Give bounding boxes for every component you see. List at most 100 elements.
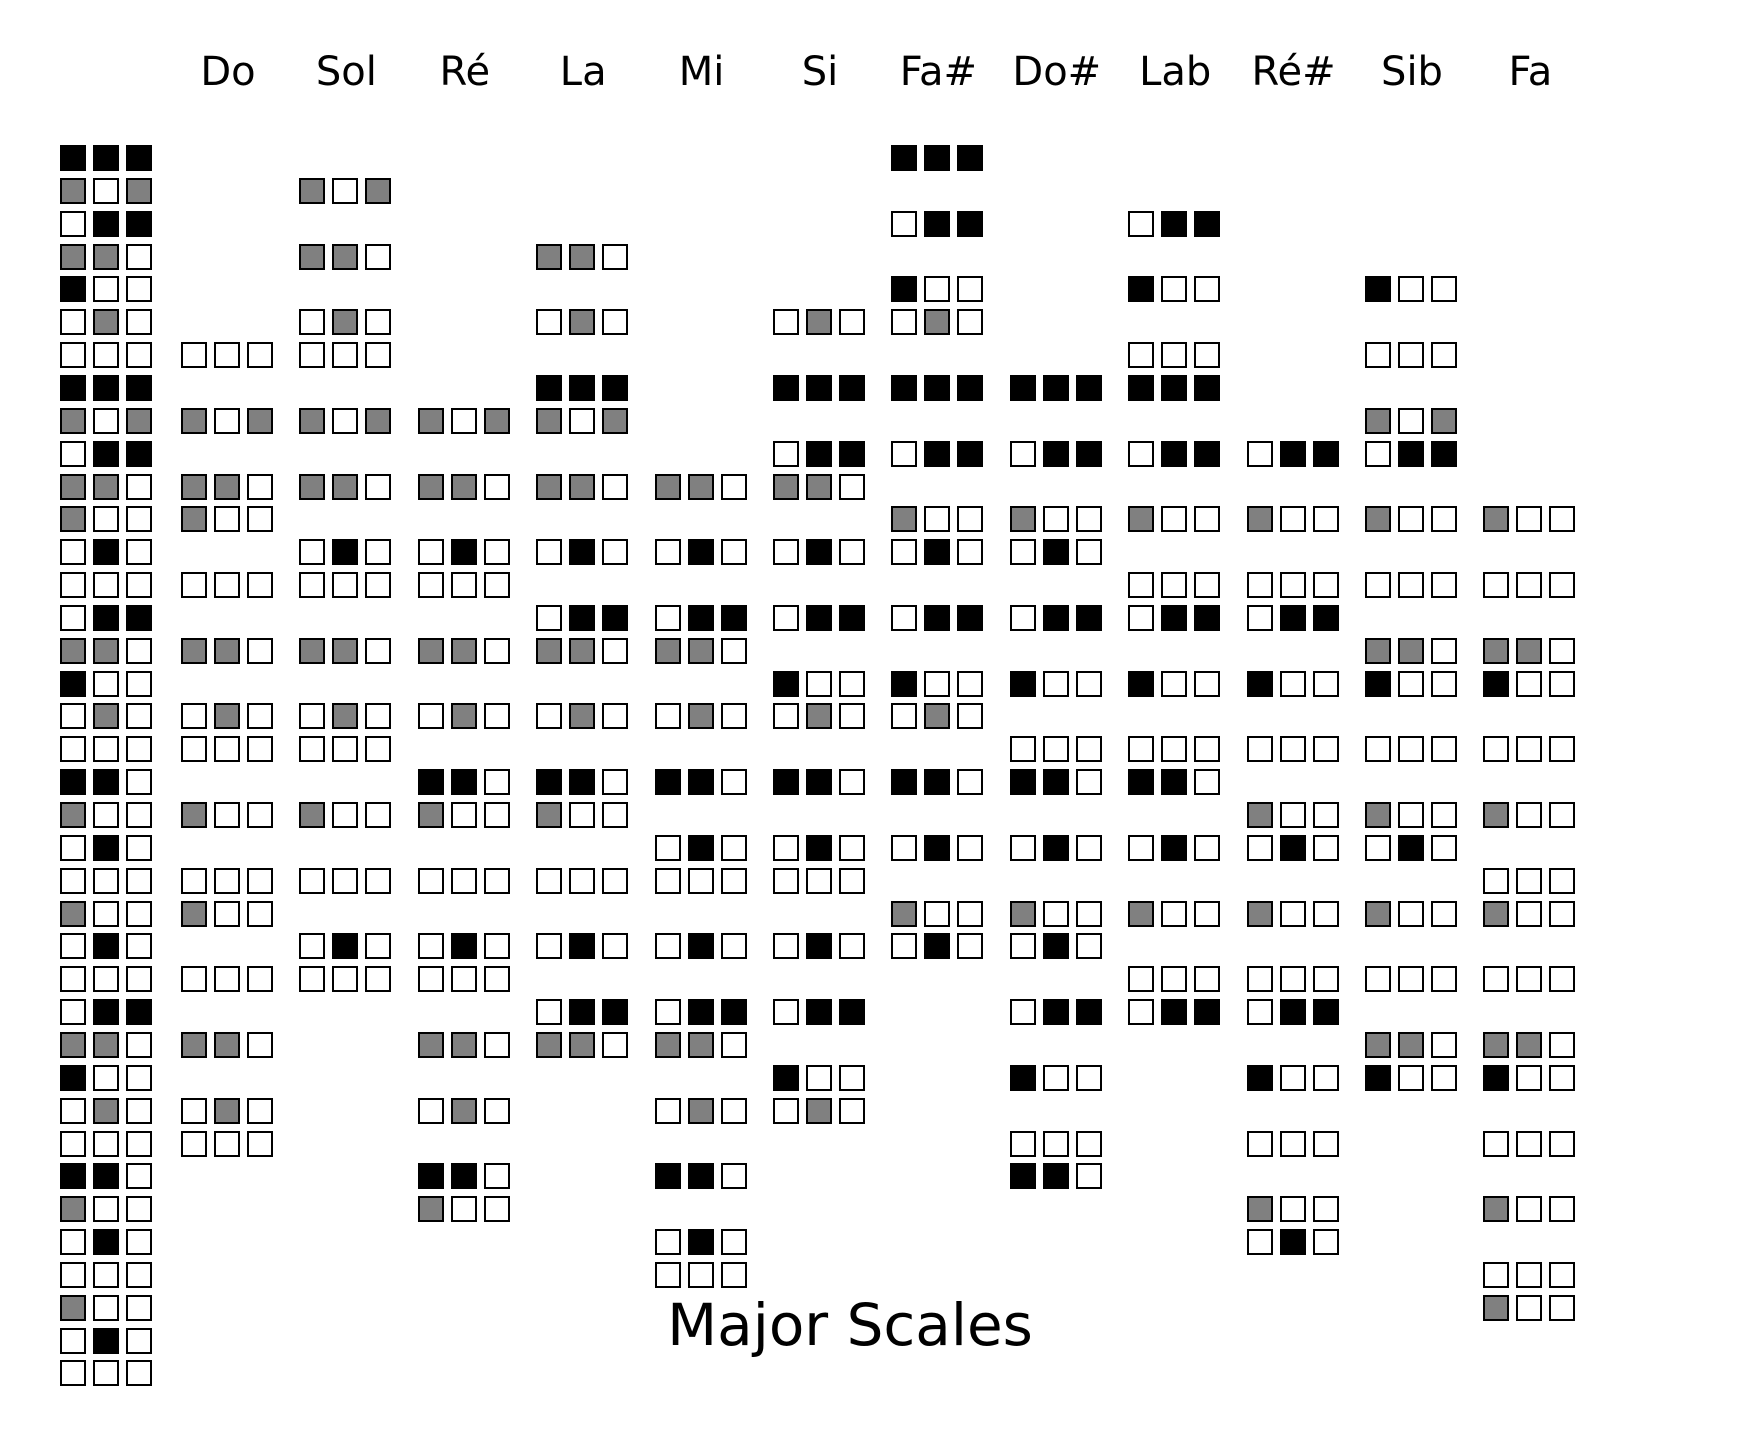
scale-6-row-17-square bbox=[924, 703, 951, 729]
scale-0-row-29-square bbox=[214, 1098, 240, 1124]
scale-9-row-32-square bbox=[1279, 1196, 1306, 1222]
scale-0-row-13-square bbox=[181, 572, 207, 598]
scale-3-row-7-square bbox=[569, 375, 596, 401]
scale-2-row-24-square bbox=[417, 933, 444, 959]
scale-6-row-19-square bbox=[957, 769, 984, 795]
scale-1-row-8-square bbox=[332, 408, 359, 434]
scale-5-row-12-square bbox=[806, 539, 832, 565]
scale-3-row-3-square bbox=[569, 244, 596, 270]
scale-8-row-19-square bbox=[1194, 769, 1221, 795]
scale-11-row-11-square bbox=[1516, 506, 1543, 532]
scale-6-row-19-square bbox=[924, 769, 951, 795]
legend-row-12-square bbox=[93, 539, 119, 565]
legend-row-35-square bbox=[93, 1295, 119, 1321]
scale-11-row-27-square bbox=[1549, 1032, 1576, 1058]
scale-11-row-34-square bbox=[1516, 1262, 1543, 1288]
scale-11-row-32-square bbox=[1516, 1196, 1543, 1222]
scale-6-row-12-square bbox=[891, 539, 918, 565]
scale-2-row-32-square bbox=[450, 1196, 477, 1222]
scale-7-row-21-square bbox=[1075, 835, 1102, 861]
scale-3-row-14-square bbox=[536, 605, 563, 631]
scale-4-row-31-square bbox=[720, 1163, 747, 1189]
scale-11-row-18-square bbox=[1483, 736, 1510, 762]
legend-row-9-square bbox=[93, 441, 119, 467]
legend-row-37-square bbox=[126, 1360, 152, 1386]
scale-header: Si bbox=[801, 49, 839, 95]
scale-5-row-5-square bbox=[806, 309, 832, 335]
scale-2-row-25-square bbox=[417, 966, 444, 992]
scale-5-row-9-square bbox=[773, 441, 799, 467]
scale-4-row-27-square bbox=[687, 1032, 714, 1058]
legend-row-2-square bbox=[60, 211, 86, 237]
scale-4-row-21-square bbox=[720, 835, 747, 861]
scale-0-row-20-square bbox=[181, 802, 207, 828]
scale-11-row-28-square bbox=[1483, 1065, 1510, 1091]
scale-3-row-3-square bbox=[602, 244, 629, 270]
scale-8-row-19-square bbox=[1161, 769, 1188, 795]
scale-3-row-3-square bbox=[536, 244, 563, 270]
scale-0-row-6-square bbox=[214, 342, 240, 368]
scale-3-row-24-square bbox=[602, 933, 629, 959]
scale-2-row-17-square bbox=[417, 703, 444, 729]
scale-5-row-14-square bbox=[806, 605, 832, 631]
scale-0-row-20-square bbox=[214, 802, 240, 828]
scale-3-row-8-square bbox=[602, 408, 629, 434]
legend-row-11-square bbox=[126, 506, 152, 532]
scale-9-row-21-square bbox=[1312, 835, 1339, 861]
scale-4-row-12-square bbox=[687, 539, 714, 565]
scale-8-row-2-square bbox=[1128, 211, 1155, 237]
scale-10-row-15-square bbox=[1398, 638, 1424, 664]
scale-1-row-3-square bbox=[365, 244, 392, 270]
scale-6-row-16-square bbox=[957, 671, 984, 697]
scale-8-row-7-square bbox=[1194, 375, 1221, 401]
scale-6-row-2-square bbox=[957, 211, 984, 237]
legend-row-0-square bbox=[126, 145, 152, 171]
scale-10-row-27-square bbox=[1365, 1032, 1391, 1058]
legend-row-7-square bbox=[60, 375, 86, 401]
scale-10-row-11-square bbox=[1365, 506, 1391, 532]
scale-6-row-0-square bbox=[924, 145, 951, 171]
scale-0-row-22-square bbox=[214, 868, 240, 894]
scale-6-row-12-square bbox=[957, 539, 984, 565]
scale-10-row-21-square bbox=[1365, 835, 1391, 861]
scale-5-row-19-square bbox=[839, 769, 865, 795]
scale-9-row-28-square bbox=[1279, 1065, 1306, 1091]
scale-7-row-21-square bbox=[1042, 835, 1069, 861]
scale-10-row-25-square bbox=[1431, 966, 1457, 992]
scale-0-row-15-square bbox=[214, 638, 240, 664]
scale-0-row-6-square bbox=[247, 342, 273, 368]
legend-row-14-square bbox=[126, 605, 152, 631]
scale-5-row-16-square bbox=[839, 671, 865, 697]
legend-row-17-square bbox=[60, 703, 86, 729]
scale-1-row-12-square bbox=[332, 539, 359, 565]
scale-1-row-20-square bbox=[299, 802, 326, 828]
legend-row-16-square bbox=[126, 671, 152, 697]
legend-row-12-square bbox=[60, 539, 86, 565]
scale-0-row-10-square bbox=[214, 474, 240, 500]
scale-4-row-14-square bbox=[687, 605, 714, 631]
scale-2-row-19-square bbox=[417, 769, 444, 795]
scale-10-row-28-square bbox=[1431, 1065, 1457, 1091]
scale-6-row-7-square bbox=[891, 375, 918, 401]
scale-7-row-19-square bbox=[1009, 769, 1036, 795]
scale-7-row-9-square bbox=[1009, 441, 1036, 467]
scale-6-row-9-square bbox=[957, 441, 984, 467]
scale-10-row-25-square bbox=[1365, 966, 1391, 992]
legend-row-0-square bbox=[60, 145, 86, 171]
scale-2-row-12-square bbox=[417, 539, 444, 565]
scale-1-row-5-square bbox=[299, 309, 326, 335]
scale-4-row-21-square bbox=[687, 835, 714, 861]
scale-8-row-25-square bbox=[1161, 966, 1188, 992]
scale-11-row-25-square bbox=[1549, 966, 1576, 992]
scale-3-row-14-square bbox=[569, 605, 596, 631]
scale-2-row-12-square bbox=[483, 539, 510, 565]
legend-row-33-square bbox=[60, 1229, 86, 1255]
scale-0-row-8-square bbox=[214, 408, 240, 434]
scale-0-row-18-square bbox=[214, 736, 240, 762]
legend-row-9-square bbox=[126, 441, 152, 467]
legend-row-24-square bbox=[126, 933, 152, 959]
scale-5-row-17-square bbox=[773, 703, 799, 729]
scale-10-row-6-square bbox=[1365, 342, 1391, 368]
scale-1-row-1-square bbox=[299, 178, 326, 204]
